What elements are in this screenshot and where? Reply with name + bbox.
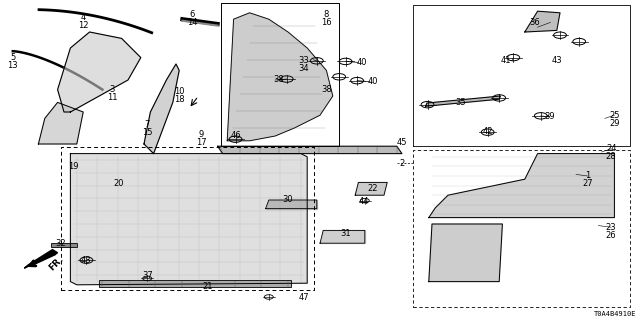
- Polygon shape: [38, 102, 83, 144]
- Text: 35: 35: [456, 98, 466, 107]
- Text: 46: 46: [230, 132, 241, 140]
- Polygon shape: [144, 64, 179, 154]
- Text: FR.: FR.: [47, 254, 65, 272]
- Text: 42: 42: [483, 127, 493, 136]
- Polygon shape: [227, 13, 333, 141]
- Polygon shape: [70, 154, 307, 285]
- Text: 41: 41: [500, 56, 511, 65]
- Text: 38: 38: [321, 85, 332, 94]
- Polygon shape: [355, 182, 387, 195]
- Text: 16: 16: [321, 18, 332, 27]
- Bar: [51, 243, 77, 247]
- Polygon shape: [429, 224, 502, 282]
- Text: 34: 34: [299, 64, 309, 73]
- Text: 21: 21: [203, 282, 213, 291]
- Text: 7: 7: [145, 120, 150, 129]
- Bar: [99, 280, 291, 287]
- Text: 43: 43: [81, 256, 92, 265]
- Text: 17: 17: [196, 138, 207, 147]
- Polygon shape: [58, 32, 141, 112]
- Polygon shape: [429, 154, 614, 218]
- Polygon shape: [218, 146, 402, 154]
- Text: 40: 40: [367, 77, 378, 86]
- Polygon shape: [24, 250, 58, 268]
- Polygon shape: [426, 96, 500, 106]
- Text: 9: 9: [199, 130, 204, 139]
- Text: 38: 38: [273, 76, 284, 84]
- Text: 14: 14: [187, 18, 197, 27]
- Text: 3: 3: [109, 85, 115, 94]
- Polygon shape: [266, 200, 317, 209]
- Text: 36: 36: [529, 18, 540, 27]
- Text: 40: 40: [356, 58, 367, 67]
- Text: 43: 43: [552, 56, 562, 65]
- Text: 32: 32: [56, 239, 66, 248]
- Text: 2: 2: [399, 159, 404, 168]
- Text: 22: 22: [368, 184, 378, 193]
- Text: 33: 33: [299, 56, 309, 65]
- Text: 39: 39: [544, 112, 554, 121]
- Text: 23: 23: [606, 223, 616, 232]
- Text: 11: 11: [107, 93, 117, 102]
- Text: 18: 18: [174, 95, 184, 104]
- Text: 1: 1: [585, 172, 590, 180]
- Text: 5: 5: [10, 53, 15, 62]
- Polygon shape: [525, 11, 560, 32]
- Polygon shape: [320, 230, 365, 243]
- Text: 44: 44: [358, 197, 369, 206]
- Text: 15: 15: [142, 128, 152, 137]
- Text: 37: 37: [142, 271, 152, 280]
- Text: 26: 26: [606, 231, 616, 240]
- Text: 10: 10: [174, 87, 184, 96]
- Text: T0A4B4910E: T0A4B4910E: [595, 311, 637, 317]
- Text: 28: 28: [606, 152, 616, 161]
- Text: 25: 25: [609, 111, 620, 120]
- Text: 13: 13: [8, 61, 18, 70]
- Text: 6: 6: [189, 10, 195, 19]
- Text: 27: 27: [582, 180, 593, 188]
- Text: 8: 8: [324, 10, 329, 19]
- Text: 12: 12: [78, 21, 88, 30]
- Text: 47: 47: [299, 293, 309, 302]
- Text: 31: 31: [340, 229, 351, 238]
- Text: 45: 45: [397, 138, 407, 147]
- Text: 30: 30: [283, 196, 293, 204]
- Text: 24: 24: [606, 144, 616, 153]
- Text: 29: 29: [609, 119, 620, 128]
- Text: 4: 4: [81, 13, 86, 22]
- Text: 20: 20: [113, 180, 124, 188]
- Text: 19: 19: [68, 162, 79, 171]
